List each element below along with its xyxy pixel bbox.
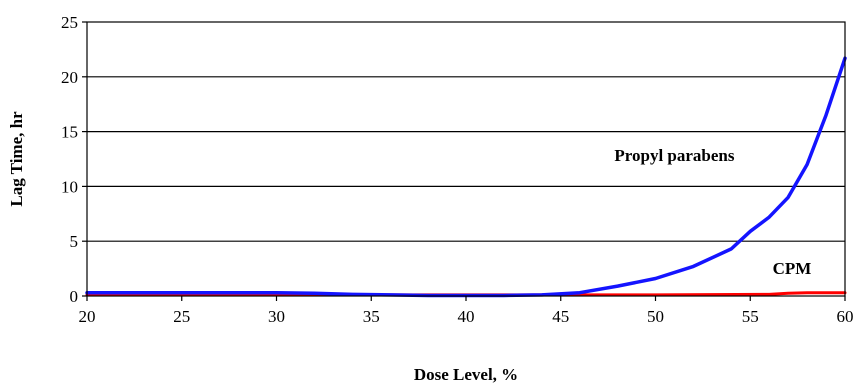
y-tick-label: 20 — [61, 68, 78, 87]
series-lines — [85, 56, 847, 298]
annotations: Propyl parabens CPM — [614, 146, 811, 278]
x-tick-label: 45 — [552, 307, 569, 326]
y-tick-label: 10 — [61, 177, 78, 196]
y-tick-label: 15 — [61, 123, 78, 142]
x-tick-label: 40 — [458, 307, 475, 326]
y-tick-label: 0 — [70, 287, 79, 306]
annotation-label: Propyl parabens — [614, 146, 735, 165]
axis-ticks: 0 5 10 15 20 25 20 25 30 35 40 45 50 55 60 — [61, 13, 854, 326]
x-tick-label: 20 — [79, 307, 96, 326]
x-tick-label: 50 — [647, 307, 664, 326]
x-tick-label: 25 — [173, 307, 190, 326]
x-tick-label: 60 — [837, 307, 854, 326]
x-tick-label: 30 — [268, 307, 285, 326]
y-axis-title: Lag Time, hr — [7, 111, 26, 207]
annotation-label: CPM — [773, 259, 812, 278]
x-tick-label: 35 — [363, 307, 380, 326]
x-tick-label: 55 — [742, 307, 759, 326]
series-line-propyl-parabens — [85, 56, 847, 298]
grid-lines — [87, 76, 845, 242]
y-tick-label: 5 — [70, 232, 79, 251]
y-tick-label: 25 — [61, 13, 78, 32]
x-axis-title: Dose Level, % — [414, 365, 518, 384]
